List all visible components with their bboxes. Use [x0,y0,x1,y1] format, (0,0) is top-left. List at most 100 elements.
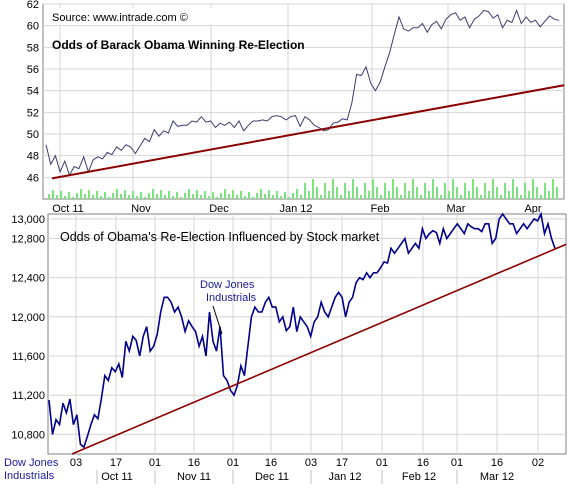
annotation-pointer [212,305,223,335]
top-volume-bar [328,191,330,199]
top-volume-bar [188,189,190,199]
bottom-x-day-tick: 01 [227,457,239,469]
top-trend-line [51,84,565,180]
bottom-y-tick: 12,000 [11,312,45,324]
bottom-y-tick: 12,400 [11,273,45,285]
top-volume-bar [84,194,86,199]
top-volume-bar [116,189,118,199]
bottom-x-month-tick: Mar 12 [480,471,514,483]
top-volume-bar [252,197,254,199]
top-volume-bar [224,189,226,199]
top-volume-bar [524,183,526,199]
top-volume-bar [112,193,114,199]
top-source-box [49,8,215,25]
top-volume-bar [320,195,322,199]
top-plot-frame [42,3,565,200]
top-volume-bar [552,179,554,199]
top-volume-bar [496,187,498,199]
top-volume-bar [488,191,490,199]
top-volume-bar [344,183,346,199]
top-volume-bar [156,194,158,199]
top-volume-bar [264,194,266,199]
bottom-x-month-tick: Jan 12 [328,471,361,483]
top-volume-bar [208,196,210,199]
bottom-x-day-tick: 17 [336,457,348,469]
top-volume-bar [192,194,194,199]
top-x-tick: Nov [131,203,151,215]
top-volume-bar [348,191,350,199]
top-grid [43,3,564,199]
top-volume-bar [528,191,530,199]
top-volume-bar [484,183,486,199]
top-volume-bar [228,194,230,199]
bottom-grid [48,214,566,454]
top-volume-bar [92,195,94,199]
bottom-x-day-tick: 16 [417,457,429,469]
bottom-x-month-tick: Dec 11 [255,471,289,483]
top-volume-bar [212,192,214,199]
top-volume-bar [416,187,418,199]
top-volume-bar [540,195,542,199]
top-volume-bar [160,190,162,199]
top-volume-bar [296,189,298,199]
top-volume-bar [80,189,82,199]
top-volume-bar [360,195,362,199]
top-volume-bar [276,191,278,199]
annotation-line-1: Dow Jones [200,279,255,291]
top-odds-line [45,9,560,177]
top-volume-bar [380,195,382,199]
top-volume-bar [96,191,98,199]
top-volume-bar [544,183,546,199]
top-volume-bar [140,192,142,199]
top-y-tick: 54 [27,86,39,98]
top-volume-bar [236,195,238,199]
bottom-x-day-tick: 16 [491,457,503,469]
top-y-tick: 56 [27,64,39,76]
bottom-x-day-labels: 03 17 01 16 01 16 03 17 01 16 01 16 02 [70,457,544,469]
top-volume-bar [384,183,386,199]
top-volume-bar [268,190,270,199]
top-source-text: Source: www.intrade.com © [52,12,188,24]
top-x-tick: Apr [524,203,541,215]
top-y-tick: 48 [27,151,39,163]
x-axis-label-line-1: Dow Jones [4,457,59,469]
top-chart-title: Odds of Barack Obama Winning Re-Election [52,38,305,52]
top-volume-bar [180,197,182,199]
top-volume-bar [436,187,438,199]
top-volume-bar [76,193,78,199]
top-volume-bar [144,197,146,199]
top-volume-bar [548,191,550,199]
top-y-tick: 60 [27,21,39,33]
top-volume-bar [428,191,430,199]
top-volume-bar [500,195,502,199]
top-volume-bar [132,191,134,199]
top-volume-bar [164,195,166,199]
top-volume-bar [280,196,282,199]
top-volume-bar [288,197,290,199]
top-volume-bar [508,191,510,199]
bottom-x-day-tick: 01 [376,457,388,469]
bottom-x-month-tick: Nov 11 [177,471,211,483]
top-volume-bar [48,194,50,199]
top-volume-bar [532,179,534,199]
top-volume-bar [476,187,478,199]
top-volume-bar [304,183,306,199]
top-volume-bars [48,179,558,199]
top-volume-bar [316,187,318,199]
top-volume-bar [72,197,74,199]
top-volume-bar [336,187,338,199]
top-volume-bar [200,195,202,199]
top-volume-bar [332,179,334,199]
top-volume-bar [424,183,426,199]
bottom-y-tick-labels: 10,800 11,200 11,600 12,000 12,400 12,800 13,0… [11,214,45,442]
bottom-x-day-tick: 03 [70,457,82,469]
top-x-tick: Feb [371,203,390,215]
top-volume-bar [220,193,222,199]
top-volume-bar [504,183,506,199]
x-axis-label-line-2: Industrials [4,470,55,482]
top-volume-bar [460,195,462,199]
top-volume-bar [284,192,286,199]
top-volume-bar [308,191,310,199]
top-volume-bar [368,191,370,199]
